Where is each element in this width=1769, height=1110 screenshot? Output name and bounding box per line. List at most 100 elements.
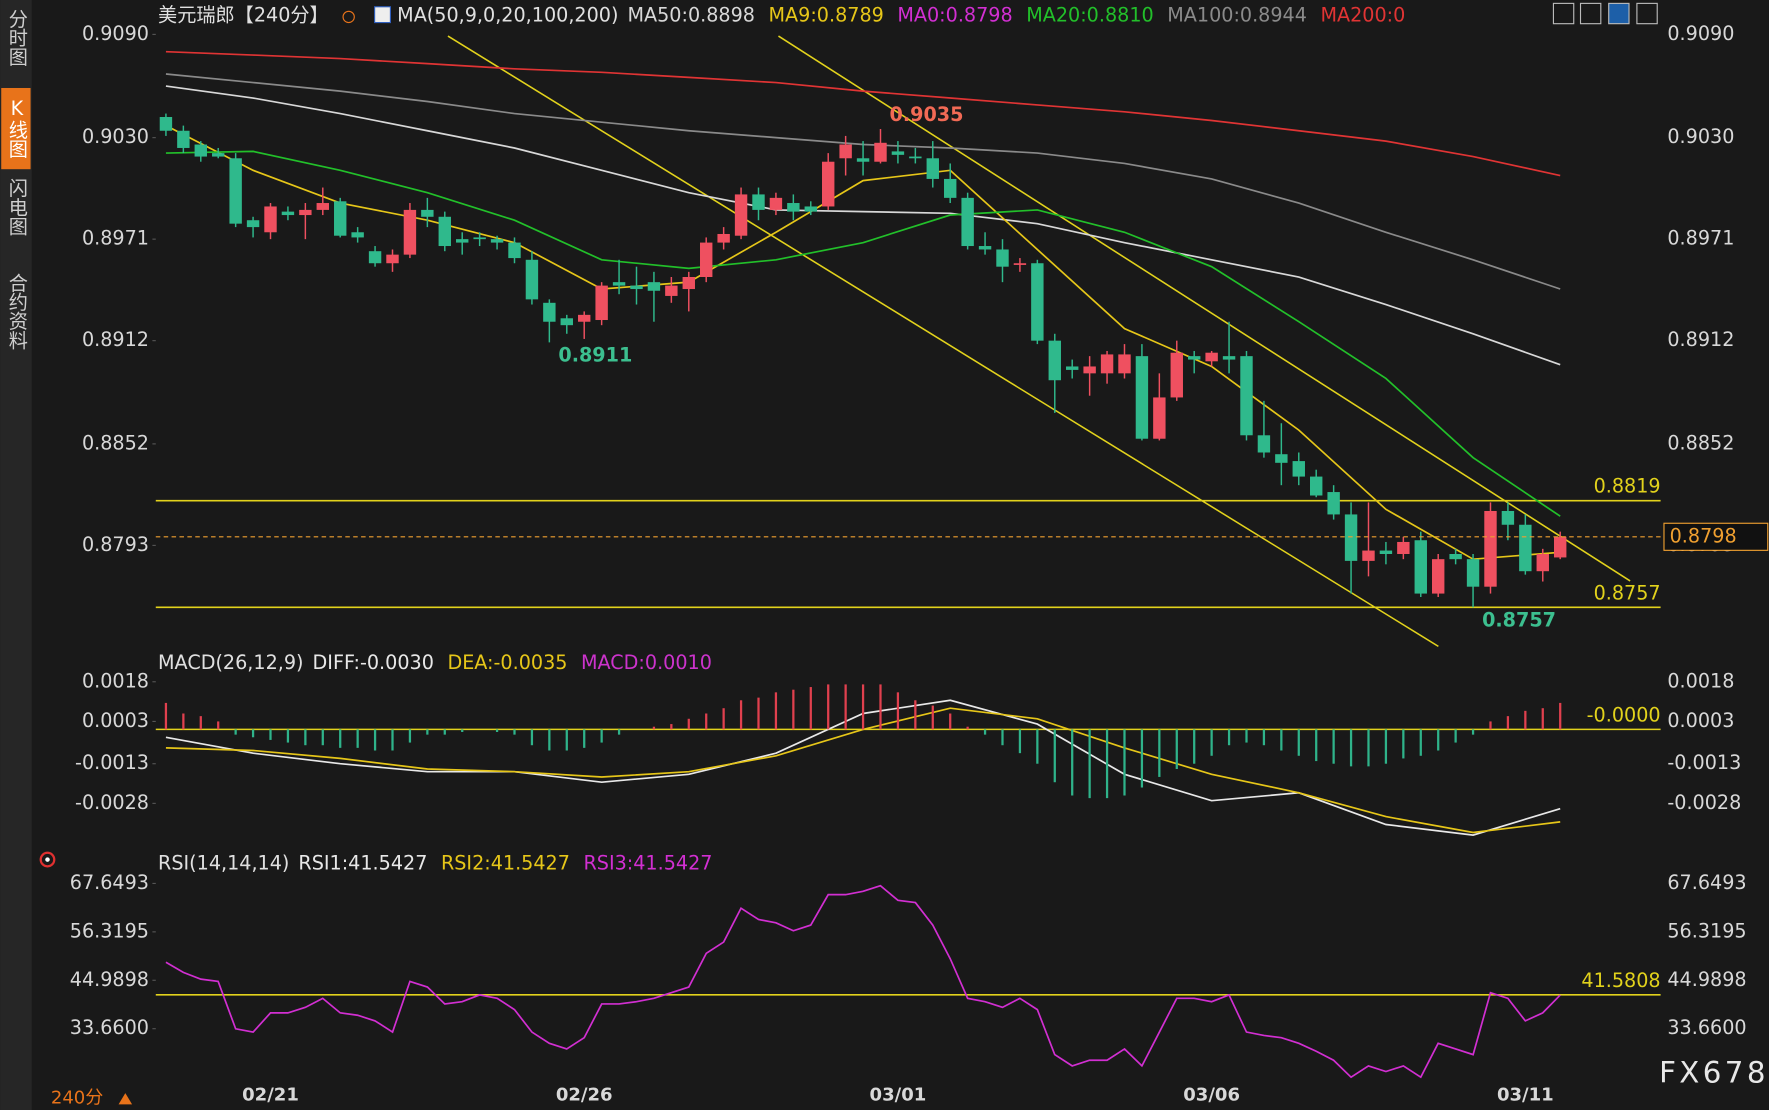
y-tick-label: 0.8852: [1667, 431, 1734, 454]
candle-body: [438, 216, 451, 247]
candle-body: [1466, 559, 1480, 587]
y-tick-label: 0.8793: [82, 533, 149, 556]
candle-body: [926, 158, 939, 179]
tab[interactable]: 分时图: [5, 9, 28, 67]
tool-icon[interactable]: [1636, 2, 1658, 25]
current-price-box: [1663, 522, 1769, 551]
legend-entry: MA200:0: [1320, 3, 1405, 26]
candle-body: [316, 203, 329, 210]
y-tick-label: 0.0003: [82, 709, 149, 732]
candle-body: [787, 203, 800, 212]
tool-icon[interactable]: [1579, 2, 1602, 25]
y-tick-label: 33.6600: [1667, 1016, 1746, 1039]
candle-body: [421, 209, 434, 217]
series-line: [165, 150, 1561, 517]
y-tick-label: -0.0028: [75, 791, 149, 814]
candle-body: [159, 116, 173, 131]
h-line-label: 0.8757: [1594, 581, 1661, 604]
x-tick-label: 03/01: [870, 1084, 927, 1105]
candle-body: [1327, 492, 1340, 515]
period-label[interactable]: 240分: [51, 1088, 103, 1109]
candle-body: [769, 197, 783, 210]
candle-body: [508, 242, 521, 259]
legend-entry: MA9:0.8789: [769, 3, 884, 26]
candle-body: [647, 282, 661, 291]
tab[interactable]: 闪电图: [5, 178, 28, 236]
candle-body: [212, 153, 225, 157]
active-tab-bg: [1, 87, 31, 170]
y-tick-label: 0.9030: [82, 125, 149, 148]
candle-body: [1066, 366, 1079, 370]
candle-body: [1379, 550, 1393, 555]
indicator-icon[interactable]: [374, 6, 391, 24]
y-tick-label: 0.0003: [1667, 709, 1734, 732]
candle-body: [1188, 356, 1201, 360]
y-tick-label: -0.0028: [1667, 791, 1741, 814]
y-tick-label: 0.8971: [1667, 227, 1734, 250]
series-line: [165, 124, 1561, 561]
candle-body: [1257, 435, 1271, 453]
tab[interactable]: 合约资料: [5, 273, 28, 350]
candle-body: [1414, 540, 1427, 594]
candle-body: [473, 237, 486, 240]
y-tick-label: 0.8971: [82, 227, 149, 250]
candle-body: [1205, 352, 1218, 362]
trend-line: [778, 35, 1631, 582]
y-tick-label: 33.6600: [70, 1016, 149, 1039]
period-arrow[interactable]: [118, 1093, 133, 1105]
candle-body: [961, 197, 974, 247]
candle-body: [804, 206, 817, 212]
candle-body: [281, 211, 295, 216]
candle-body: [1344, 514, 1358, 561]
settings-icon[interactable]: [39, 851, 56, 868]
legend-entry: MA50:0.8898: [627, 3, 755, 26]
candle-body: [700, 242, 713, 278]
y-tick-label: 0.8852: [82, 431, 149, 454]
candle-body: [1153, 397, 1166, 439]
legend-entry: MACD:0.0010: [581, 651, 712, 674]
y-tick-label: 0.9090: [82, 22, 149, 45]
series-line: [165, 884, 1561, 1079]
sidebar: [0, 0, 32, 1110]
candle-body: [1118, 354, 1131, 374]
tool-icon[interactable]: [1552, 2, 1575, 25]
toolbar-icons: [1552, 2, 1658, 25]
candle-body: [752, 194, 765, 210]
y-tick-label: 67.6493: [70, 871, 149, 894]
candle-body: [560, 318, 573, 326]
candle-body: [1553, 536, 1567, 558]
legend-entry: MA20:0.8810: [1026, 3, 1154, 26]
h-line-label: 0.8819: [1594, 475, 1661, 498]
watermark: FX678: [1659, 1055, 1769, 1089]
candle-body: [996, 249, 1009, 267]
tab[interactable]: K线图: [5, 97, 28, 158]
candle-body: [978, 246, 992, 250]
legend-entry: RSI2:41.5427: [441, 852, 570, 875]
y-tick-label: 0.9090: [1667, 22, 1734, 45]
candle-body: [1083, 366, 1096, 374]
candle-body: [1100, 354, 1114, 374]
candle-body: [403, 209, 417, 255]
candle-body: [1484, 510, 1497, 587]
legend-entry: 美元瑞郎【240分】: [158, 3, 329, 26]
h-line-label: -0.0000: [1587, 703, 1661, 726]
candle-body: [1135, 356, 1149, 439]
y-tick-label: 0.9030: [1667, 125, 1734, 148]
candle-body: [525, 259, 539, 300]
series-line: [165, 85, 1561, 366]
tool-icon[interactable]: [1608, 2, 1630, 25]
candle-body: [1031, 263, 1044, 341]
extreme-label: 0.8757: [1482, 608, 1556, 631]
candle-body: [543, 302, 556, 322]
candle-body: [874, 142, 887, 162]
h-line-label: 41.5808: [1581, 969, 1660, 992]
candle-body: [578, 314, 591, 322]
candle-body: [1431, 559, 1445, 594]
candle-body: [177, 130, 190, 148]
trend-line: [447, 35, 1439, 648]
y-tick-label: 0.8912: [1667, 328, 1734, 351]
candle-body: [351, 232, 364, 238]
add-icon[interactable]: [342, 10, 355, 24]
